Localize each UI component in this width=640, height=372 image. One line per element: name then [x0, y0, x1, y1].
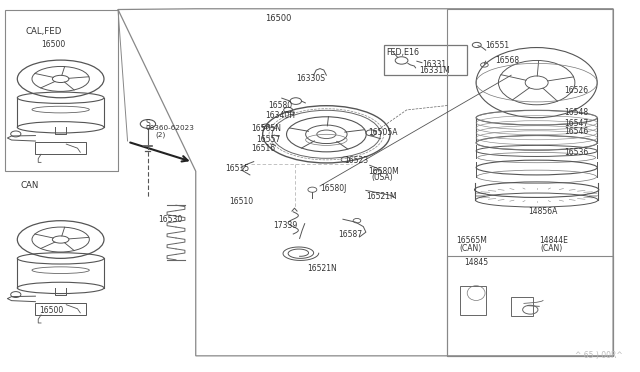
Text: FED,E16: FED,E16	[387, 48, 419, 57]
Text: 14856A: 14856A	[528, 206, 557, 216]
Text: 16580J: 16580J	[320, 185, 346, 193]
Text: (USA): (USA)	[371, 173, 392, 182]
Text: 16551: 16551	[486, 41, 510, 50]
Text: (CAN): (CAN)	[540, 244, 563, 253]
Bar	[447, 9, 613, 356]
Text: 16536: 16536	[564, 148, 589, 157]
Text: 16330S: 16330S	[296, 74, 324, 83]
Text: 16548: 16548	[564, 108, 589, 117]
Text: 16565N: 16565N	[251, 124, 281, 133]
Bar	[35, 142, 86, 154]
Text: 16521N: 16521N	[307, 264, 337, 273]
Bar	[4, 10, 118, 171]
Text: (CAN): (CAN)	[459, 244, 481, 253]
Text: CAL,FED: CAL,FED	[26, 27, 62, 36]
Text: 16587: 16587	[338, 230, 362, 239]
Text: 14844E: 14844E	[540, 236, 568, 245]
Text: 14845: 14845	[464, 258, 488, 267]
Text: 16546: 16546	[564, 127, 589, 136]
Text: 16500: 16500	[41, 40, 65, 49]
Text: 16516: 16516	[251, 144, 275, 153]
Text: 16505A: 16505A	[369, 128, 398, 137]
Text: 16580: 16580	[268, 101, 292, 110]
Text: 16523: 16523	[344, 156, 369, 166]
Text: 16500: 16500	[266, 13, 292, 22]
Text: 16580M: 16580M	[368, 167, 399, 176]
Bar	[384, 45, 467, 75]
Text: 16515: 16515	[226, 164, 250, 173]
Text: 17339: 17339	[273, 221, 297, 230]
Text: 16510: 16510	[230, 197, 253, 206]
Text: 16340H: 16340H	[265, 110, 295, 120]
Text: 16331M: 16331M	[419, 66, 450, 75]
Text: 16526: 16526	[564, 86, 589, 94]
Text: ^ 65 ) 00R^: ^ 65 ) 00R^	[575, 351, 623, 360]
Text: 08360-62023: 08360-62023	[145, 125, 195, 131]
Bar	[447, 256, 613, 356]
Bar	[35, 303, 86, 315]
Bar	[460, 286, 486, 315]
Text: 16557: 16557	[256, 135, 280, 144]
Text: CAN: CAN	[20, 182, 39, 190]
Text: 16521M: 16521M	[366, 192, 397, 201]
Text: 16568: 16568	[495, 56, 520, 65]
Text: 16565M: 16565M	[456, 236, 487, 245]
Text: 16530: 16530	[158, 215, 182, 224]
Text: (2): (2)	[156, 132, 166, 138]
Text: 16500: 16500	[40, 306, 64, 315]
Text: S: S	[145, 119, 150, 128]
Text: 16331: 16331	[422, 60, 447, 69]
Text: 16547: 16547	[564, 119, 589, 128]
Bar	[511, 297, 534, 316]
